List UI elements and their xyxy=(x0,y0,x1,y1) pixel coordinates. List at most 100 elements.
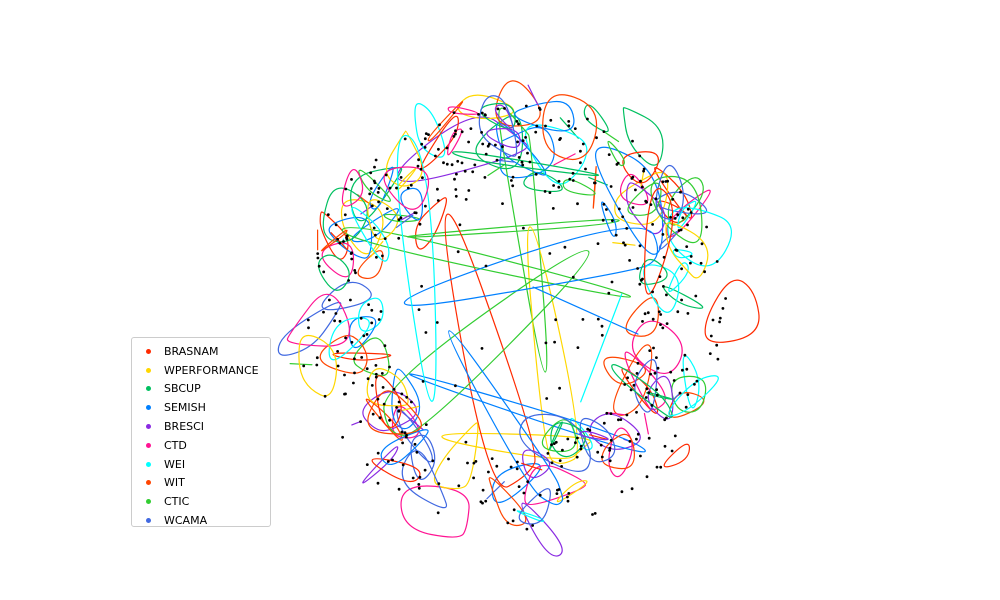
node xyxy=(625,227,629,230)
node xyxy=(661,180,665,184)
legend-marker-icon xyxy=(146,348,151,354)
node xyxy=(554,318,558,322)
node xyxy=(417,483,421,486)
hyperedge xyxy=(514,100,575,132)
node xyxy=(574,441,577,445)
node xyxy=(650,404,654,407)
node xyxy=(526,151,529,155)
hyperedge xyxy=(358,169,391,202)
node xyxy=(334,223,338,227)
node xyxy=(639,179,642,183)
hyperedge xyxy=(643,412,649,435)
node xyxy=(367,303,370,306)
node xyxy=(617,418,620,422)
node xyxy=(477,113,480,116)
node xyxy=(608,446,612,450)
node xyxy=(400,392,404,396)
hyperedge xyxy=(371,458,421,483)
node xyxy=(649,372,652,376)
node xyxy=(596,242,600,246)
node xyxy=(571,275,575,279)
node xyxy=(350,251,354,255)
node xyxy=(464,440,468,444)
node xyxy=(649,203,653,207)
hyperedge xyxy=(452,151,599,177)
node xyxy=(342,240,345,243)
hyperedge-group xyxy=(277,80,760,557)
hyperedge xyxy=(370,240,384,258)
node xyxy=(671,197,675,201)
legend-entry: CTIC xyxy=(140,492,270,511)
node xyxy=(447,457,450,461)
hyperedge xyxy=(639,258,668,285)
node xyxy=(336,350,339,353)
node xyxy=(450,163,454,167)
node xyxy=(648,349,652,352)
node xyxy=(557,185,561,189)
node xyxy=(670,449,674,453)
node xyxy=(586,117,589,121)
hyperedge xyxy=(330,232,348,251)
hyperedge xyxy=(541,419,577,453)
hyperedge xyxy=(320,229,348,252)
node xyxy=(654,197,658,201)
node xyxy=(501,202,504,206)
node xyxy=(614,233,618,237)
node xyxy=(372,226,376,230)
node xyxy=(566,495,569,499)
node xyxy=(581,142,585,146)
node xyxy=(456,159,460,163)
node xyxy=(365,463,369,466)
hyperedge xyxy=(277,301,342,356)
hyperedge xyxy=(579,430,609,441)
node xyxy=(423,468,427,472)
hyperedge xyxy=(532,286,639,335)
node xyxy=(647,391,651,394)
node xyxy=(676,213,680,217)
node xyxy=(377,318,381,321)
node xyxy=(680,298,683,302)
node xyxy=(681,368,684,372)
node xyxy=(689,211,693,214)
node xyxy=(365,333,369,336)
node xyxy=(376,191,380,194)
hyperedge xyxy=(606,412,625,416)
node xyxy=(374,372,378,376)
node xyxy=(609,412,613,415)
legend-marker-icon xyxy=(146,518,151,524)
node xyxy=(315,363,319,367)
node xyxy=(520,160,524,164)
node xyxy=(630,487,634,491)
node xyxy=(362,334,366,338)
node xyxy=(676,310,680,314)
node xyxy=(515,120,519,123)
hyperedge xyxy=(414,197,448,250)
legend-label: BRASNAM xyxy=(164,344,219,358)
node xyxy=(681,216,685,220)
node xyxy=(472,476,475,480)
node xyxy=(503,107,506,110)
node xyxy=(620,490,624,494)
node xyxy=(634,188,637,192)
node xyxy=(370,321,374,325)
node xyxy=(454,194,458,198)
node xyxy=(420,284,423,288)
node xyxy=(550,443,553,447)
node xyxy=(424,204,427,208)
hyperedge xyxy=(400,187,424,221)
node xyxy=(544,124,547,128)
node xyxy=(558,386,561,390)
node xyxy=(546,452,550,455)
hyperedge xyxy=(444,213,536,488)
legend-label: SEMISH xyxy=(164,401,206,415)
node xyxy=(680,267,683,271)
node xyxy=(373,165,376,169)
node xyxy=(524,104,528,108)
node xyxy=(370,204,374,208)
node xyxy=(554,440,558,444)
node xyxy=(481,142,485,146)
node xyxy=(566,437,570,441)
hyperedge xyxy=(607,140,625,167)
node xyxy=(349,298,352,302)
node xyxy=(315,356,319,360)
